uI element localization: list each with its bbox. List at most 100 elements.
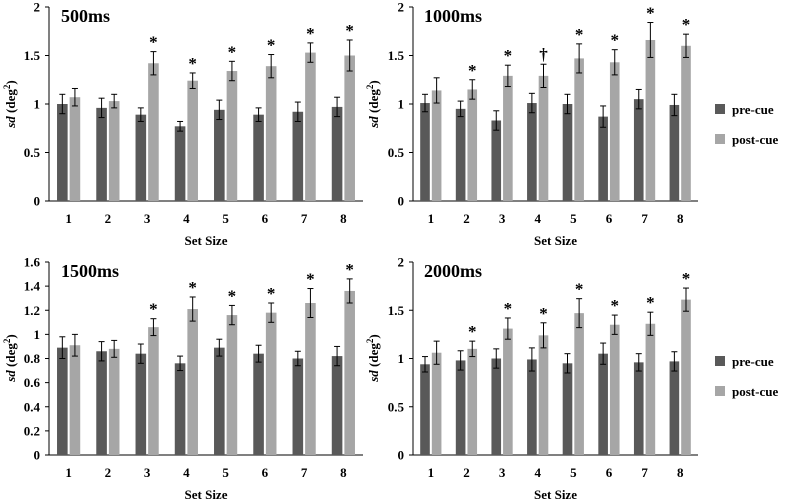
error-bar — [504, 64, 511, 88]
pre-cue-bar — [491, 120, 502, 201]
error-bar — [611, 49, 618, 76]
pre-cue-bar — [331, 356, 343, 455]
pre-cue-bar — [669, 361, 680, 455]
significance-marker: * — [345, 260, 354, 279]
significance-marker: * — [228, 42, 237, 61]
pre-cue-bar — [135, 353, 147, 455]
pre-cue-bar — [527, 359, 537, 455]
error-bar — [671, 351, 678, 372]
significance-marker: * — [610, 296, 619, 315]
significance-marker: * — [682, 15, 691, 34]
post-cue-bar — [503, 75, 513, 201]
pre-cue-bar — [253, 114, 264, 201]
y-tick-label: 1.6 — [24, 255, 41, 270]
y-tick-label: 2 — [34, 0, 41, 15]
y-tick-label: 2 — [398, 0, 405, 15]
pre-cue-bar — [253, 353, 264, 455]
post-cue-bar — [645, 39, 656, 202]
error-bar — [307, 288, 314, 318]
y-tick-label: 1 — [398, 97, 405, 112]
significance-marker: * — [646, 4, 655, 23]
error-bar — [564, 93, 571, 115]
post-cue-bar — [69, 97, 81, 201]
error-bar — [611, 314, 618, 335]
error-bar — [469, 340, 476, 358]
error-bar — [334, 96, 341, 118]
y-tick-label: 0.5 — [388, 399, 405, 414]
error-bar — [600, 105, 607, 128]
y-tick-label: 0.2 — [24, 423, 40, 438]
x-tick-label: 4 — [534, 465, 541, 480]
x-tick-label: 4 — [183, 211, 190, 226]
x-tick-label: 3 — [499, 465, 506, 480]
chart-panel-4: 0 0.5 1 1.5 2 sd (deg2) 2000ms Set Size 1 2 * 3 * 4 * 5… — [365, 255, 778, 500]
pre-cue-bar — [214, 109, 225, 201]
y-tick-label: 0.5 — [24, 145, 41, 160]
x-tick-label: 3 — [144, 211, 151, 226]
error-bar — [647, 22, 654, 58]
chart-panel-2: 0 0.5 1 1.5 2 sd (deg2) 1000ms Set Size 1 2 * 3 * 4 † 5… — [365, 0, 778, 248]
y-tick-label: 1 — [34, 97, 41, 112]
error-bar — [177, 120, 184, 132]
x-tick-label: 1 — [428, 211, 435, 226]
legend-swatch-post-cue — [715, 386, 725, 396]
chart-title: 500ms — [61, 6, 110, 26]
x-tick-label: 7 — [641, 465, 648, 480]
error-bar — [255, 107, 262, 122]
legend-label-post-cue: post-cue — [732, 132, 778, 147]
error-bar — [228, 60, 235, 82]
x-tick-label: 7 — [301, 211, 308, 226]
error-bar — [189, 296, 196, 322]
x-tick-label: 7 — [301, 465, 308, 480]
error-bar — [137, 107, 144, 122]
pre-cue-bar — [598, 116, 608, 201]
x-tick-label: 3 — [499, 211, 506, 226]
x-tick-label: 5 — [570, 211, 577, 226]
x-tick-label: 5 — [222, 465, 229, 480]
significance-marker: * — [188, 54, 197, 73]
y-tick-label: 1.2 — [24, 303, 40, 318]
pre-cue-bar — [420, 364, 430, 455]
post-cue-bar — [538, 75, 549, 201]
pre-cue-bar — [292, 358, 304, 455]
post-cue-bar — [681, 299, 691, 455]
significance-marker: * — [682, 269, 691, 288]
x-tick-label: 8 — [340, 211, 347, 226]
significance-marker: * — [188, 278, 197, 297]
error-bar — [564, 353, 571, 374]
post-cue-bar — [108, 348, 120, 455]
y-tick-label: 0.4 — [24, 399, 41, 414]
post-cue-bar — [431, 90, 442, 201]
significance-marker: * — [539, 304, 548, 323]
pre-cue-bar — [420, 103, 430, 201]
y-tick-label: 1.4 — [24, 279, 41, 294]
y-tick-label: 0 — [34, 448, 41, 463]
significance-marker: * — [228, 286, 237, 305]
x-tick-label: 6 — [606, 465, 613, 480]
x-tick-label: 8 — [677, 211, 684, 226]
error-bar — [682, 287, 689, 312]
error-bar — [346, 278, 353, 304]
error-bar — [528, 347, 535, 372]
significance-marker: * — [306, 270, 315, 289]
error-bar — [216, 338, 223, 357]
x-tick-label: 4 — [183, 465, 190, 480]
y-axis-label: sd (deg2) — [2, 80, 18, 129]
y-tick-label: 1.5 — [388, 48, 405, 63]
error-bar — [189, 72, 196, 89]
legend-label-pre-cue: pre-cue — [732, 102, 774, 117]
error-bar — [504, 317, 511, 340]
error-bar — [422, 356, 429, 373]
post-cue-bar — [344, 290, 355, 455]
y-axis-label: sd (deg2) — [365, 334, 381, 383]
error-bar — [177, 355, 184, 372]
error-bar — [268, 54, 275, 79]
x-tick-label: 6 — [262, 211, 269, 226]
error-bar — [493, 110, 500, 131]
x-axis-label: Set Size — [534, 233, 577, 248]
post-cue-bar — [645, 323, 656, 455]
post-cue-bar — [503, 328, 513, 455]
x-tick-label: 2 — [105, 465, 112, 480]
pre-cue-bar — [598, 353, 608, 455]
